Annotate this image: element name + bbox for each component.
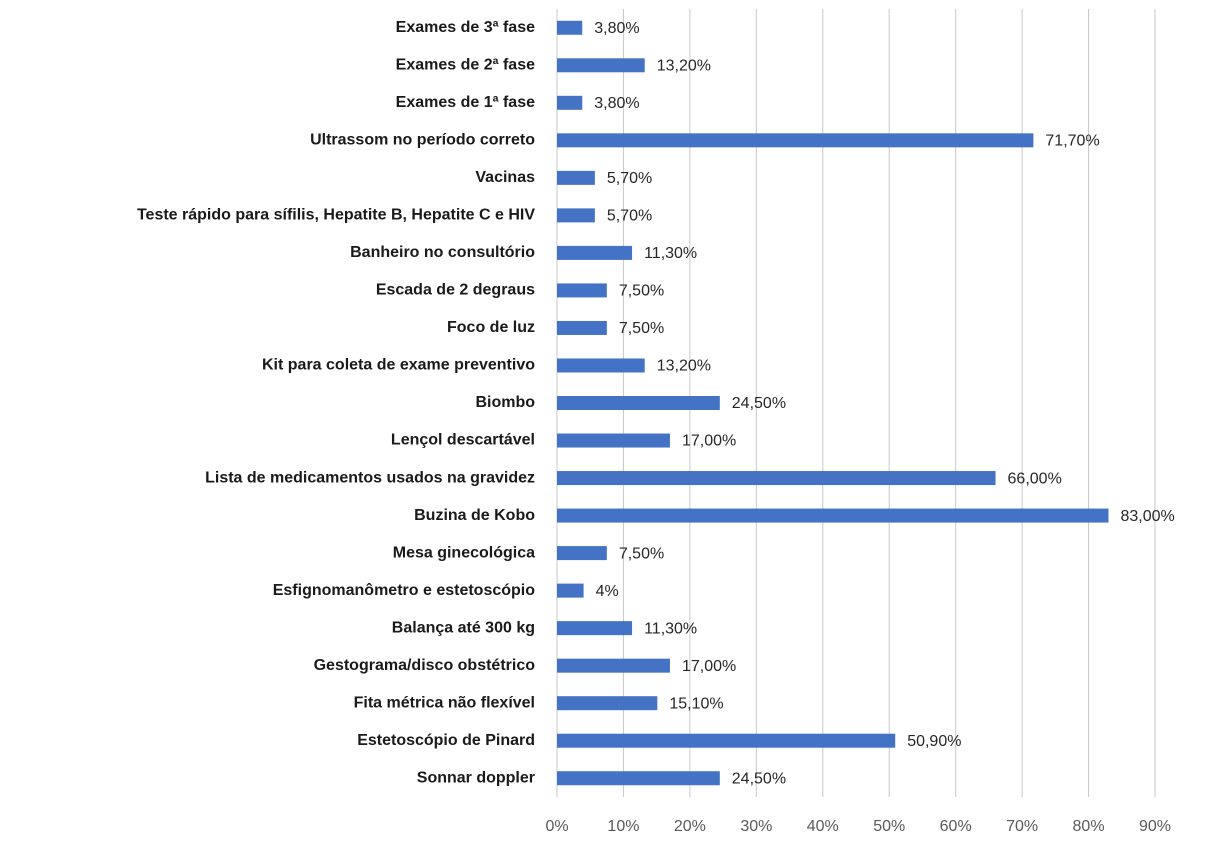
data-label: 24,50% <box>732 395 786 412</box>
bar <box>557 20 583 35</box>
y-tick-label: Estetoscópio de Pinard <box>357 732 535 749</box>
x-tick-label: 70% <box>1006 818 1038 835</box>
bar <box>557 245 633 260</box>
data-label: 71,70% <box>1045 133 1099 150</box>
data-label: 66,00% <box>1008 470 1062 487</box>
bar <box>557 508 1109 523</box>
bar <box>557 583 584 598</box>
data-label: 24,50% <box>732 770 786 787</box>
x-tick-label: 90% <box>1139 818 1171 835</box>
y-tick-label: Fita métrica não flexível <box>354 694 535 711</box>
data-label: 15,10% <box>669 695 723 712</box>
bar <box>557 320 607 335</box>
bar <box>557 621 633 636</box>
bar <box>557 95 583 110</box>
y-tick-label: Gestograma/disco obstétrico <box>314 657 536 674</box>
bar <box>557 396 720 410</box>
y-tick-label: Vacinas <box>475 169 535 186</box>
x-tick-label: 50% <box>873 818 905 835</box>
data-label: 83,00% <box>1120 508 1174 525</box>
x-tick-label: 80% <box>1073 818 1105 835</box>
data-label: 5,70% <box>607 208 652 225</box>
bar <box>557 546 607 561</box>
bar <box>557 696 658 711</box>
data-label: 7,50% <box>619 320 664 337</box>
x-tick-label: 10% <box>607 818 639 835</box>
bar <box>557 58 645 73</box>
x-tick-label: 40% <box>807 818 839 835</box>
data-label: 17,00% <box>682 433 736 450</box>
y-tick-label: Foco de luz <box>447 319 535 336</box>
data-label: 3,80% <box>594 95 639 112</box>
bar <box>557 283 607 298</box>
y-tick-label: Ultrassom no período correto <box>310 132 535 149</box>
bar <box>557 771 720 786</box>
y-tick-label: Lista de medicamentos usados na gravidez <box>205 469 535 486</box>
y-tick-label: Escada de 2 degraus <box>376 282 535 299</box>
bar <box>557 658 670 673</box>
data-label: 7,50% <box>619 283 664 300</box>
y-tick-label: Exames de 2ª fase <box>396 57 535 74</box>
data-label: 11,30% <box>644 245 697 262</box>
y-tick-label: Teste rápido para sífilis, Hepatite B, H… <box>137 207 535 224</box>
bar <box>557 133 1034 148</box>
y-tick-label: Balança até 300 kg <box>392 619 535 636</box>
bar <box>557 733 896 748</box>
y-tick-label: Buzina de Kobo <box>414 507 535 524</box>
y-tick-label: Biombo <box>475 394 535 411</box>
bar <box>557 358 645 373</box>
data-label: 5,70% <box>607 170 652 187</box>
data-label: 13,20% <box>657 358 711 375</box>
bar <box>557 433 670 448</box>
data-label: 17,00% <box>682 658 736 675</box>
data-label: 11,30% <box>644 620 697 637</box>
bar <box>557 471 996 486</box>
data-label: 7,50% <box>619 545 664 562</box>
y-tick-label: Exames de 3ª fase <box>396 19 535 36</box>
y-tick-label: Mesa ginecológica <box>393 544 535 561</box>
y-tick-label: Kit para coleta de exame preventivo <box>262 357 535 374</box>
x-tick-label: 20% <box>674 818 706 835</box>
y-tick-label: Esfignomanômetro e estetoscópio <box>273 582 535 599</box>
x-tick-label: 0% <box>545 818 568 835</box>
x-tick-label: 30% <box>740 818 772 835</box>
data-label: 3,80% <box>594 20 639 37</box>
data-label: 4% <box>596 583 619 600</box>
y-tick-label: Sonnar doppler <box>417 769 535 786</box>
data-label: 50,90% <box>907 733 961 750</box>
y-tick-label: Exames de 1ª fase <box>396 94 535 111</box>
y-tick-label: Lençol descartável <box>391 432 535 449</box>
bar <box>557 170 595 185</box>
bar <box>557 208 595 223</box>
data-label: 13,20% <box>657 58 711 75</box>
x-tick-label: 60% <box>940 818 972 835</box>
y-tick-label: Banheiro no consultório <box>350 244 535 261</box>
